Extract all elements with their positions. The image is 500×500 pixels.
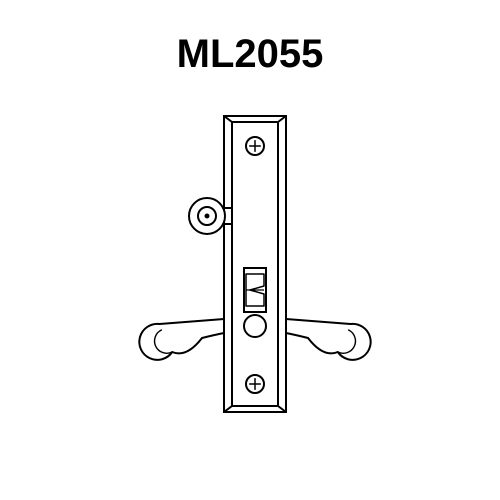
inner-plate — [232, 122, 278, 406]
mortise-lock-diagram — [0, 0, 500, 500]
diagram-canvas: ML2055 — [0, 0, 500, 500]
lever-rose — [244, 315, 266, 337]
lever-left — [139, 319, 224, 360]
lever-right — [286, 319, 371, 360]
keyway-dot — [206, 215, 209, 218]
